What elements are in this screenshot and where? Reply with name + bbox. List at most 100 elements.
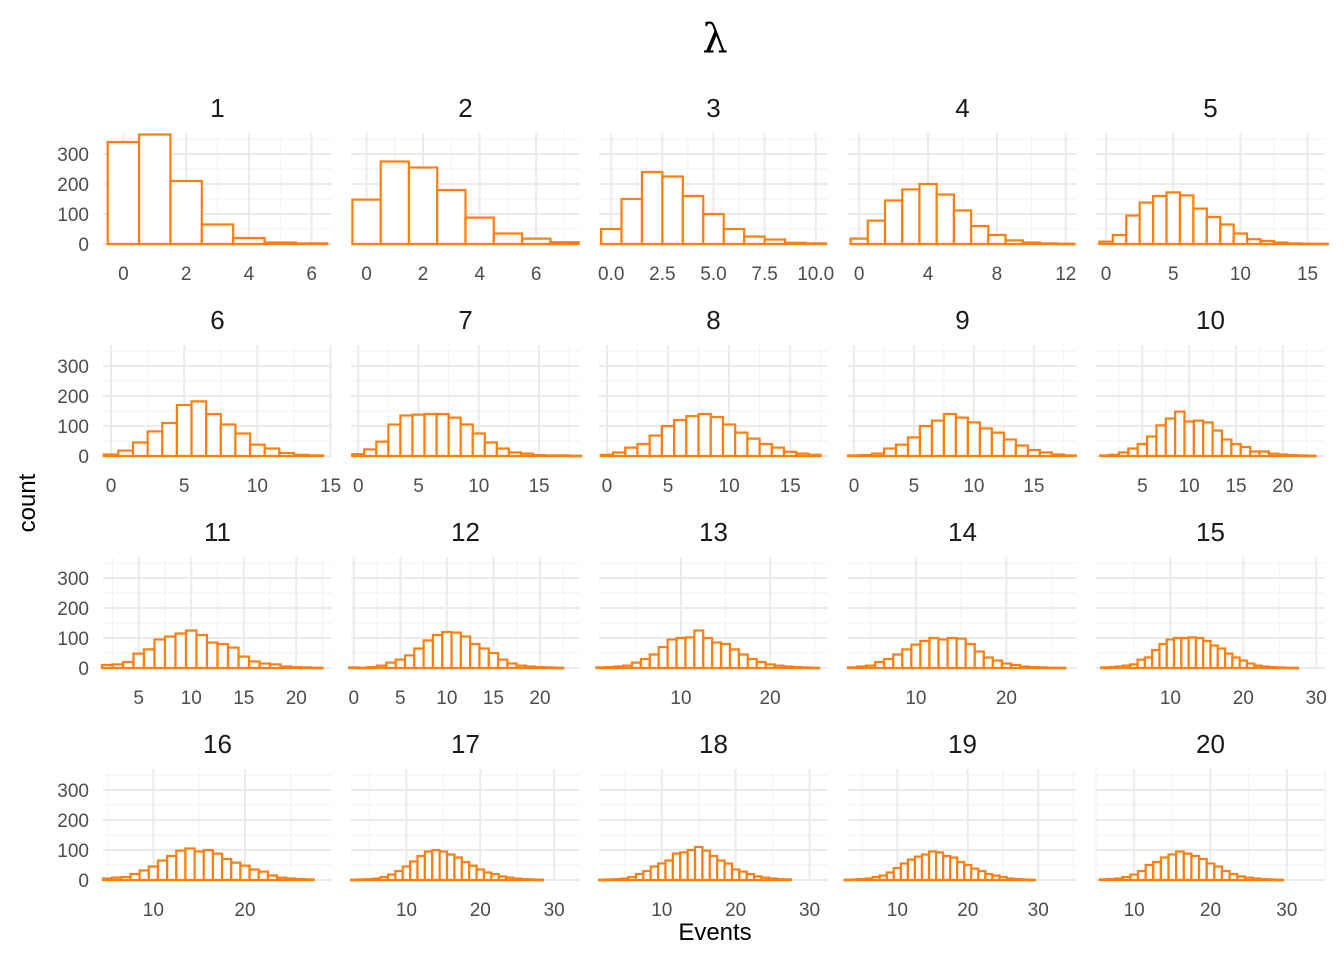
- histogram-bar: [970, 224, 990, 246]
- facet-panel-20: 20 10 20 30: [1095, 729, 1326, 921]
- facet-panel-4: 4 0 4 8 12: [848, 93, 1077, 285]
- histogram-bar: [627, 875, 638, 882]
- facet-title: 14: [948, 517, 977, 547]
- histogram-bar: [310, 666, 324, 670]
- histogram-bar: [1228, 872, 1239, 882]
- histogram-bar: [738, 870, 748, 882]
- x-tick-label: 4: [244, 264, 255, 285]
- histogram-bar: [226, 646, 240, 670]
- histogram-bar: [248, 868, 260, 882]
- histogram-bar: [865, 664, 877, 670]
- histogram-bar: [478, 647, 490, 670]
- histogram-bar: [507, 451, 523, 458]
- x-axis-title: Events: [678, 919, 751, 946]
- x-tick-label: 30: [1276, 900, 1297, 921]
- histogram-bar: [634, 872, 645, 882]
- histogram-bar: [693, 845, 704, 882]
- y-tick-label: 200: [57, 175, 89, 196]
- y-tick-label: 0: [78, 659, 89, 680]
- histogram-bar: [549, 241, 580, 246]
- histogram-bar: [1299, 242, 1316, 246]
- histogram-bar: [858, 454, 874, 458]
- facet-panel-10: 10 5 10 15 20: [1096, 305, 1325, 497]
- histogram-bar: [237, 655, 251, 670]
- facet-title: 4: [955, 93, 969, 123]
- histogram-bar: [117, 449, 135, 458]
- histogram-bar: [527, 878, 537, 882]
- x-tick-label: 10: [1179, 476, 1200, 497]
- histogram-bar: [184, 629, 198, 670]
- histogram-bar: [791, 665, 803, 670]
- histogram-bar: [620, 877, 630, 882]
- histogram-bar: [142, 648, 156, 670]
- histogram-bar: [1259, 239, 1276, 246]
- facet-title: 9: [955, 305, 969, 335]
- x-tick-label: 8: [992, 264, 1003, 285]
- histogram-bar: [475, 868, 486, 882]
- histogram-bar: [351, 198, 382, 246]
- histogram-bar: [129, 872, 141, 882]
- facet-title: 18: [699, 729, 728, 759]
- histogram-bar: [166, 854, 178, 882]
- facet-panel-2: 2 0 2 4 6: [351, 93, 580, 285]
- histogram-bar: [846, 454, 862, 458]
- histogram-bar: [673, 418, 688, 458]
- x-tick-label: 10: [670, 688, 691, 709]
- histogram-bar: [1266, 878, 1277, 882]
- histogram-bar: [1182, 852, 1193, 882]
- facet-title: 16: [203, 729, 232, 759]
- histogram-bar: [935, 193, 955, 246]
- histogram-bar: [755, 660, 767, 670]
- histogram-bar: [892, 653, 904, 670]
- histogram-bar: [219, 423, 237, 458]
- histogram-bar: [266, 874, 279, 882]
- histogram-bar: [1121, 875, 1132, 882]
- histogram-bar: [930, 419, 946, 458]
- histogram-bar: [1274, 878, 1285, 882]
- x-tick-label: 6: [306, 264, 317, 285]
- histogram-bar: [1167, 853, 1178, 882]
- histogram-bar: [366, 665, 379, 670]
- facet-panel-18: 18 10 20 30: [597, 729, 828, 921]
- histogram-bar: [193, 850, 205, 882]
- x-tick-label: 0.0: [598, 264, 624, 285]
- histogram-bar: [1159, 856, 1170, 882]
- x-tick-label: 10: [1230, 264, 1251, 285]
- histogram-bar: [1014, 444, 1029, 458]
- histogram-bar: [387, 423, 402, 458]
- histogram-bar: [307, 454, 325, 458]
- y-tick-label: 0: [78, 871, 89, 892]
- facet-title: 15: [1196, 517, 1225, 547]
- histogram-bar: [991, 659, 1003, 670]
- histogram-bar: [611, 451, 627, 458]
- histogram-bar: [512, 877, 523, 882]
- y-tick-label: 300: [57, 145, 89, 166]
- histogram-bar: [1236, 875, 1246, 882]
- histogram-bar: [686, 848, 697, 882]
- histogram-bar: [497, 875, 508, 882]
- histogram-bar: [1125, 214, 1141, 246]
- histogram-bar: [613, 665, 625, 670]
- x-tick-label: 20: [996, 688, 1017, 709]
- histogram-bar: [1000, 662, 1013, 670]
- histogram-bar: [1272, 241, 1289, 246]
- histogram-bar: [401, 865, 412, 882]
- histogram-bar: [795, 452, 810, 458]
- facet-panel-17: 17 10 20 30: [349, 729, 580, 921]
- histogram-bar: [137, 133, 172, 246]
- x-tick-label: 5: [413, 476, 424, 497]
- histogram-bar: [1145, 435, 1158, 458]
- histogram-bar: [656, 862, 667, 882]
- histogram-bar: [1192, 419, 1205, 458]
- histogram-bar: [534, 878, 545, 882]
- histogram-bar: [773, 664, 785, 670]
- histogram-bar: [1144, 863, 1155, 882]
- histogram-bar: [711, 641, 723, 670]
- histogram-bar: [620, 197, 644, 246]
- histogram-bar: [1202, 421, 1214, 458]
- histogram-bar: [292, 453, 310, 458]
- histogram-bar: [483, 441, 498, 458]
- histogram-bar: [445, 853, 456, 882]
- histogram-bar: [743, 235, 766, 246]
